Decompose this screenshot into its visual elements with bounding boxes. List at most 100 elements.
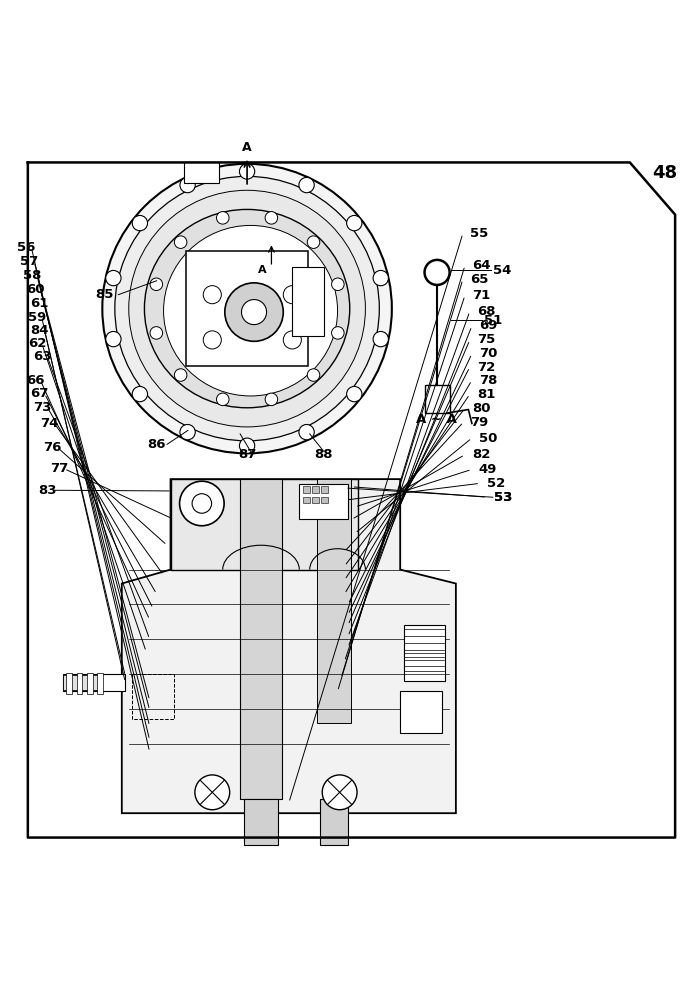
Circle shape: [373, 270, 388, 286]
Text: 74: 74: [40, 417, 58, 430]
Text: 73: 73: [33, 401, 52, 414]
Text: 79: 79: [470, 416, 489, 429]
Circle shape: [299, 177, 314, 193]
Bar: [321, 497, 328, 503]
Circle shape: [347, 215, 362, 231]
Bar: [303, 497, 310, 503]
Circle shape: [102, 164, 392, 453]
Text: 85: 85: [95, 288, 113, 301]
Bar: [320, 799, 348, 845]
Text: 87: 87: [238, 448, 256, 461]
Text: 84: 84: [31, 324, 49, 337]
Text: 78: 78: [479, 374, 497, 387]
Text: 54: 54: [493, 264, 511, 277]
Circle shape: [216, 393, 229, 406]
Circle shape: [331, 327, 344, 339]
Text: 58: 58: [23, 269, 41, 282]
Text: 68: 68: [477, 305, 496, 318]
Text: A ∼ A: A ∼ A: [416, 413, 457, 426]
Circle shape: [106, 270, 121, 286]
Bar: [184, 162, 219, 183]
Text: 69: 69: [479, 319, 497, 332]
Circle shape: [265, 393, 278, 406]
Bar: [77, 673, 82, 694]
Text: 77: 77: [50, 462, 68, 475]
Circle shape: [203, 286, 221, 304]
Ellipse shape: [164, 225, 338, 396]
Text: 86: 86: [148, 438, 166, 451]
Circle shape: [239, 438, 255, 453]
Text: 72: 72: [477, 361, 495, 374]
Circle shape: [283, 286, 301, 304]
Text: 55: 55: [470, 227, 488, 240]
Text: 56: 56: [17, 241, 35, 254]
Circle shape: [265, 212, 278, 224]
Circle shape: [283, 331, 301, 349]
Circle shape: [132, 215, 148, 231]
Bar: [132, 674, 174, 719]
Circle shape: [132, 386, 148, 402]
Text: 63: 63: [33, 350, 52, 363]
Circle shape: [180, 424, 196, 440]
Bar: [404, 625, 445, 681]
Bar: [317, 479, 351, 723]
Text: 75: 75: [477, 333, 495, 346]
Bar: [292, 267, 324, 336]
Text: 50: 50: [479, 432, 497, 445]
Text: 88: 88: [315, 448, 333, 461]
Text: 57: 57: [20, 255, 38, 268]
Text: 70: 70: [479, 347, 497, 360]
Bar: [171, 479, 358, 570]
Circle shape: [373, 331, 388, 347]
Text: 51: 51: [484, 314, 502, 327]
Circle shape: [115, 176, 379, 441]
Bar: [312, 486, 319, 493]
Bar: [299, 484, 348, 519]
Circle shape: [180, 481, 224, 526]
Bar: [240, 479, 282, 799]
Ellipse shape: [145, 209, 350, 408]
Text: A: A: [258, 265, 267, 275]
Text: 81: 81: [477, 388, 495, 401]
Text: 82: 82: [472, 448, 490, 461]
Bar: [303, 486, 310, 493]
Bar: [63, 675, 101, 690]
Circle shape: [242, 300, 267, 325]
Text: 71: 71: [472, 289, 490, 302]
Polygon shape: [122, 479, 456, 813]
Circle shape: [322, 775, 357, 810]
Bar: [312, 497, 319, 503]
Circle shape: [150, 327, 163, 339]
Bar: [63, 674, 125, 691]
Text: 83: 83: [38, 484, 57, 497]
Circle shape: [203, 331, 221, 349]
Circle shape: [216, 212, 229, 224]
Circle shape: [331, 278, 344, 291]
Bar: [244, 799, 278, 845]
Circle shape: [150, 278, 163, 291]
Bar: [186, 251, 308, 366]
Bar: [321, 486, 328, 493]
Bar: [400, 691, 442, 733]
Bar: [425, 385, 450, 413]
Text: 67: 67: [31, 387, 49, 400]
Text: A: A: [242, 141, 252, 154]
Text: 53: 53: [494, 491, 512, 504]
Circle shape: [299, 424, 314, 440]
Circle shape: [129, 190, 365, 427]
Text: 49: 49: [479, 463, 497, 476]
Circle shape: [225, 283, 283, 341]
Text: 60: 60: [26, 283, 45, 296]
Circle shape: [175, 236, 187, 248]
Text: 62: 62: [28, 337, 46, 350]
Text: 59: 59: [28, 311, 46, 324]
Text: 61: 61: [31, 297, 49, 310]
Text: 80: 80: [472, 402, 491, 415]
Circle shape: [307, 369, 319, 381]
Circle shape: [180, 177, 196, 193]
Circle shape: [106, 331, 121, 347]
Text: 64: 64: [472, 259, 491, 272]
Text: 52: 52: [487, 477, 505, 490]
Bar: [66, 673, 72, 694]
Text: 65: 65: [470, 273, 488, 286]
